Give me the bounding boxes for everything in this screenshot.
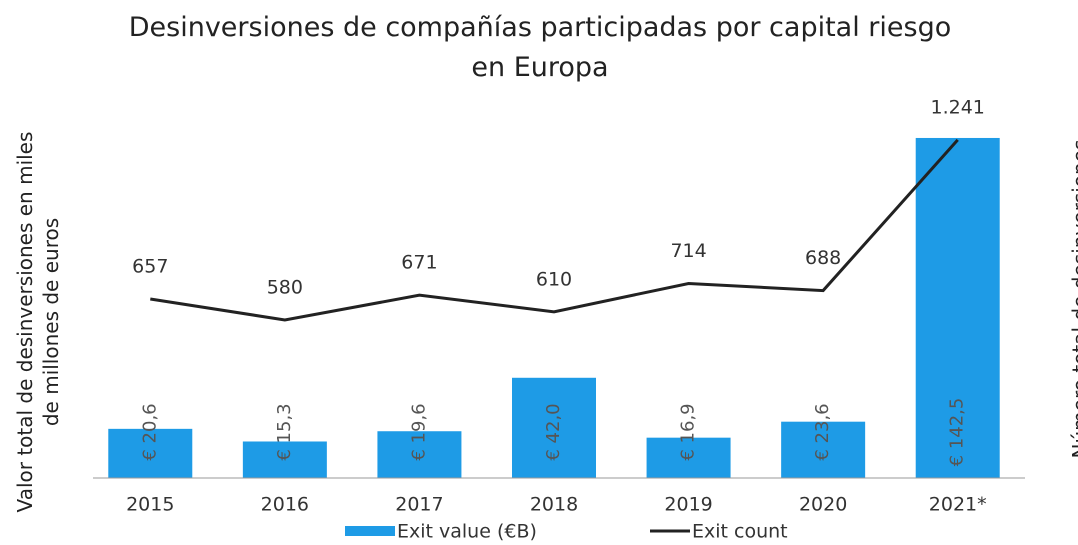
line-value-label: 714	[670, 240, 706, 262]
bar	[915, 137, 1000, 478]
bar	[781, 421, 866, 478]
line-value-label: 610	[536, 268, 572, 290]
bar	[242, 441, 327, 478]
legend-swatch	[345, 526, 395, 536]
bar-value-label: € 42,0	[543, 403, 564, 460]
legend-label: Exit value (€B)	[397, 521, 537, 543]
bar-value-label: € 16,9	[678, 403, 699, 460]
bar	[108, 428, 193, 478]
x-tick-label: 2019	[664, 494, 712, 516]
legend-label: Exit count	[692, 521, 788, 543]
line-value-label: 688	[805, 247, 841, 269]
x-tick-label: 2018	[530, 494, 578, 516]
line-value-label: 1.241	[931, 96, 985, 118]
x-tick-label: 2016	[261, 494, 309, 516]
bar-value-label: € 19,6	[408, 403, 429, 460]
x-tick-label: 2020	[799, 494, 847, 516]
line-value-label: 657	[132, 256, 168, 278]
bar	[512, 377, 596, 478]
line-value-label: 671	[401, 252, 437, 274]
bar-value-label: € 142,5	[947, 398, 968, 467]
bar	[646, 437, 731, 478]
bar-value-label: € 23,6	[812, 403, 833, 460]
bar-value-label: € 15,3	[274, 403, 295, 460]
line-value-label: 580	[267, 276, 303, 298]
x-tick-label: 2015	[126, 494, 174, 516]
bar	[377, 431, 462, 478]
x-tick-label: 2017	[395, 494, 443, 516]
line	[150, 138, 959, 322]
bar-value-label: € 20,6	[139, 403, 160, 460]
x-tick-label: 2021*	[929, 494, 987, 516]
chart-title: Desinversiones de compañías participadas…	[128, 12, 952, 83]
